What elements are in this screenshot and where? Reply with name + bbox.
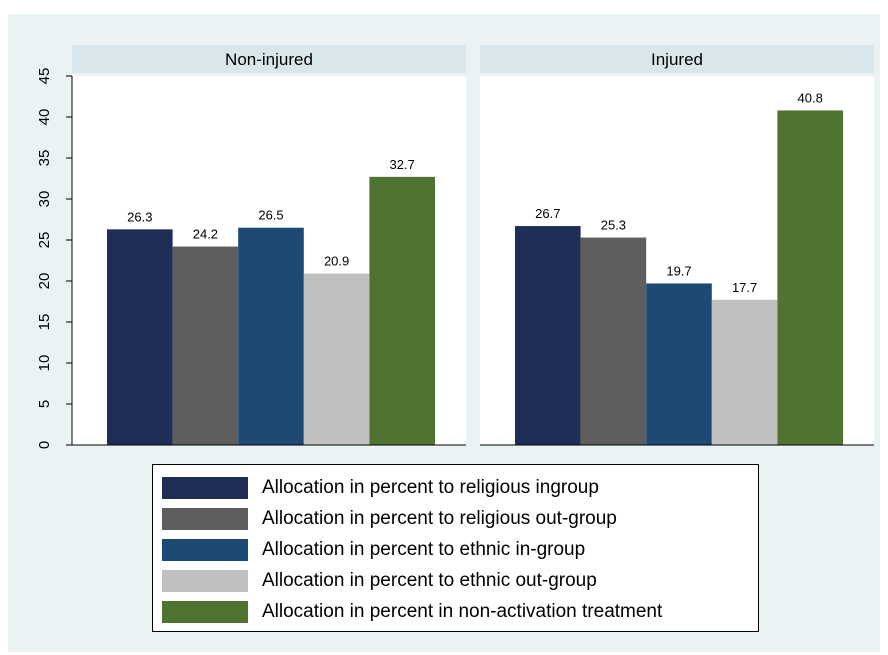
bar-value-label: 20.9 [324, 254, 349, 269]
bar [646, 283, 712, 445]
legend-item-non-activation: Allocation in percent in non-activation … [162, 596, 758, 627]
bar-value-label: 32.7 [390, 157, 415, 172]
bar [303, 273, 370, 445]
y-tick-label: 35 [36, 150, 53, 167]
legend-swatch [162, 538, 248, 561]
bar-value-label: 17.7 [732, 280, 757, 295]
y-tick-label: 10 [36, 355, 53, 372]
y-tick-label: 45 [36, 68, 53, 85]
y-tick-label: 15 [36, 314, 53, 331]
panel-title: Injured [651, 50, 703, 69]
legend-label: Allocation in percent to religious out-g… [262, 507, 617, 529]
legend: Allocation in percent to religious ingro… [152, 464, 759, 632]
bar-value-label: 25.3 [601, 218, 626, 233]
legend-label: Allocation in percent to ethnic in-group [262, 538, 586, 560]
bar-value-label: 26.3 [127, 209, 152, 224]
bar-value-label: 26.7 [535, 206, 560, 221]
bar [515, 226, 581, 445]
bar-value-label: 24.2 [193, 227, 218, 242]
legend-item-religious-outgroup: Allocation in percent to religious out-g… [162, 503, 758, 534]
y-axis: 0 5 10 15 20 25 30 35 40 45 [36, 68, 73, 449]
panel-title: Non-injured [225, 50, 313, 69]
bar [238, 227, 304, 445]
legend-label: Allocation in percent to ethnic out-grou… [262, 569, 597, 591]
legend-swatch [162, 476, 248, 499]
y-tick-label: 25 [36, 232, 53, 249]
legend-label: Allocation in percent to religious ingro… [262, 476, 599, 498]
legend-item-ethnic-outgroup: Allocation in percent to ethnic out-grou… [162, 565, 758, 596]
legend-swatch [162, 600, 248, 623]
bar-value-label: 40.8 [798, 90, 823, 105]
bar [172, 246, 239, 445]
y-tick-label: 5 [36, 400, 53, 408]
panel-header [480, 45, 874, 73]
panel-header [72, 45, 466, 73]
bar-value-label: 19.7 [666, 263, 691, 278]
y-tick-label: 0 [36, 441, 53, 449]
bar [580, 237, 647, 445]
legend-swatch [162, 507, 248, 530]
legend-label: Allocation in percent in non-activation … [262, 600, 663, 622]
panel-non-injured: Non-injured 26.3 24.2 26.5 20.9 32.7 [72, 45, 466, 446]
panel-injured: Injured 26.7 25.3 19.7 17.7 40.8 [480, 45, 874, 446]
bar [711, 299, 778, 445]
y-tick-label: 40 [36, 109, 53, 126]
y-tick-label: 30 [36, 191, 53, 208]
legend-swatch [162, 569, 248, 592]
legend-item-ethnic-ingroup: Allocation in percent to ethnic in-group [162, 534, 758, 565]
bar [107, 229, 173, 445]
legend-item-religious-ingroup: Allocation in percent to religious ingro… [162, 472, 758, 503]
bar [369, 176, 435, 446]
bar-value-label: 26.5 [258, 208, 283, 223]
bar [777, 110, 843, 445]
y-tick-label: 20 [36, 273, 53, 290]
